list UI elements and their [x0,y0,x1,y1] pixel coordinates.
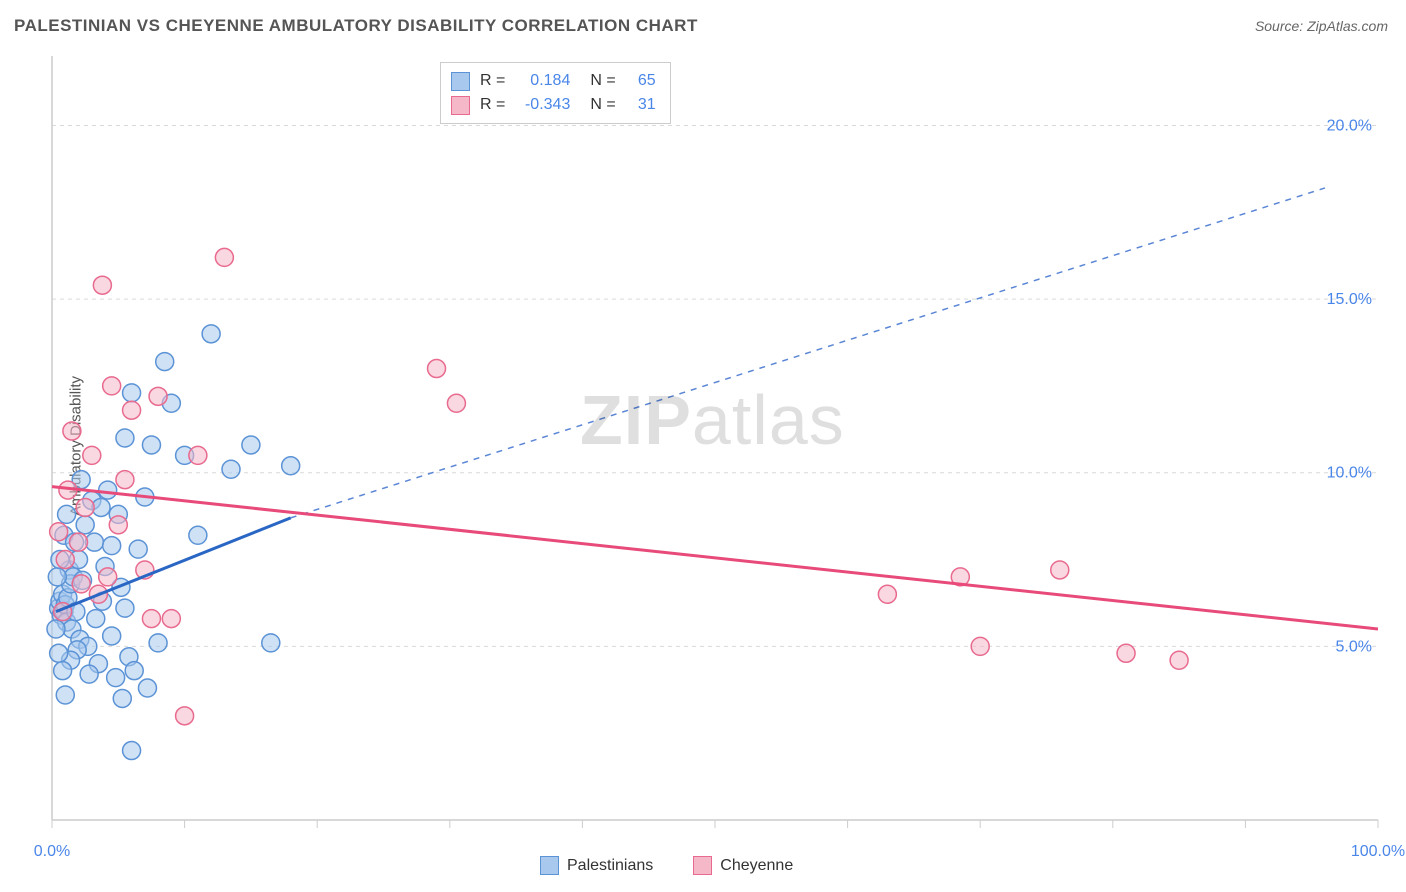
series-legend: Palestinians Cheyenne [540,856,793,875]
r-label: R = [480,93,505,117]
svg-text:15.0%: 15.0% [1327,291,1372,308]
legend-label: Palestinians [567,857,653,875]
svg-text:100.0%: 100.0% [1351,843,1405,860]
stats-row: R = -0.343 N = 31 [451,93,656,117]
series-swatch [451,96,470,115]
legend-item: Palestinians [540,856,653,875]
correlation-stats-box: R = 0.184 N = 65 R = -0.343 N = 31 [440,62,671,124]
r-value: -0.343 [515,93,570,117]
legend-item: Cheyenne [693,856,793,875]
n-value: 65 [626,69,656,93]
legend-label: Cheyenne [720,857,793,875]
n-label: N = [590,93,615,117]
r-label: R = [480,69,505,93]
legend-swatch [540,856,559,875]
scatter-chart: 0.0% 100.0% 5.0% 10.0% 15.0% 20.0% [0,0,1406,892]
svg-text:0.0%: 0.0% [34,843,70,860]
svg-text:20.0%: 20.0% [1327,117,1372,134]
svg-text:10.0%: 10.0% [1327,465,1372,482]
stats-row: R = 0.184 N = 65 [451,69,656,93]
r-value: 0.184 [515,69,570,93]
n-value: 31 [626,93,656,117]
svg-text:5.0%: 5.0% [1336,638,1372,655]
legend-swatch [693,856,712,875]
n-label: N = [590,69,615,93]
series-swatch [451,72,470,91]
